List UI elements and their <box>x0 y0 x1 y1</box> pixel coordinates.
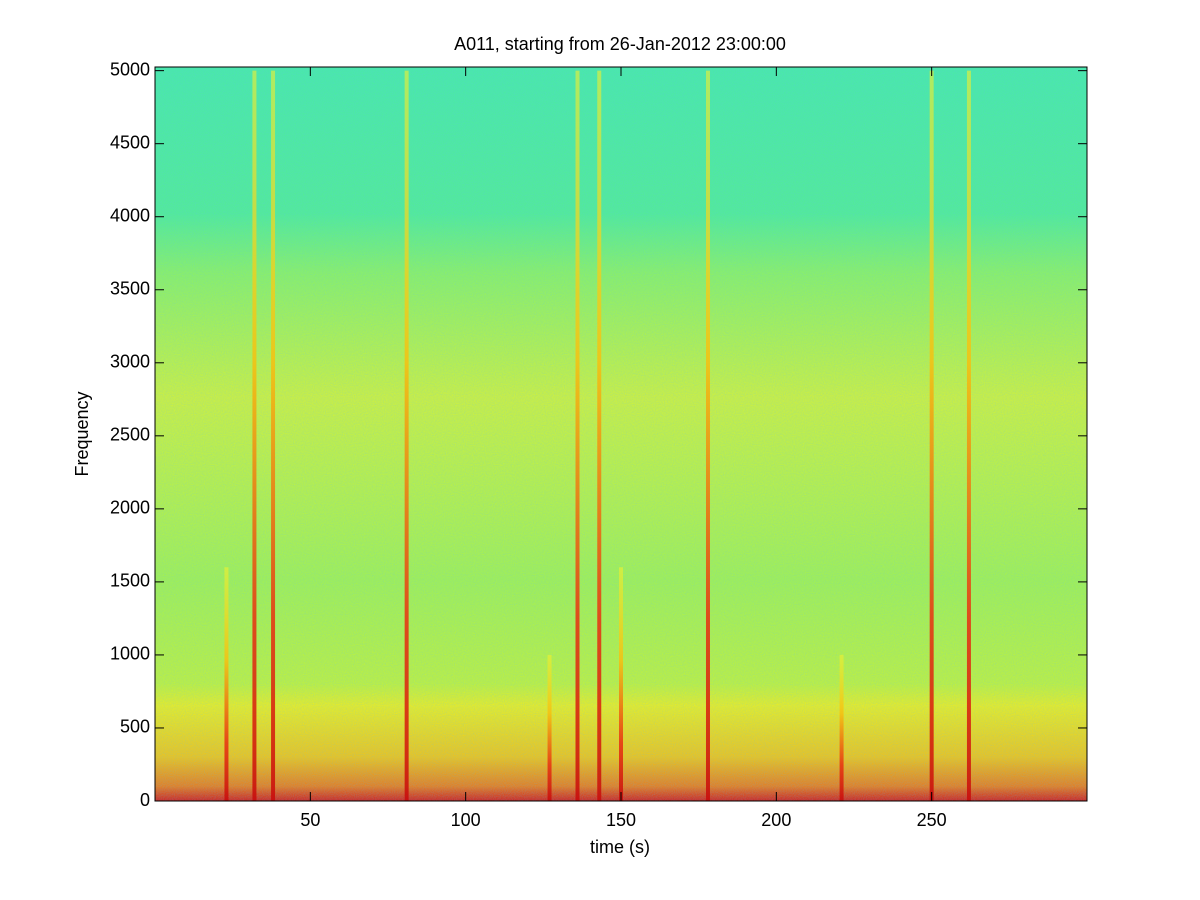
y-tick-label: 4000 <box>110 205 150 225</box>
spectral-streak <box>404 70 409 802</box>
y-tick-label: 500 <box>120 717 150 737</box>
spectral-streak <box>224 567 229 801</box>
y-tick-label: 3500 <box>110 279 150 299</box>
x-tick-label: 150 <box>606 810 636 830</box>
spectral-streak <box>575 70 580 802</box>
x-tick-label: 100 <box>451 810 481 830</box>
y-tick-label: 1000 <box>110 644 150 664</box>
spectral-streak <box>839 654 844 801</box>
spectral-streak <box>705 70 710 802</box>
x-axis-label: time (s) <box>590 837 650 857</box>
spectral-streak <box>597 70 602 802</box>
x-tick-label: 250 <box>917 810 947 830</box>
y-tick-label: 0 <box>140 790 150 810</box>
x-tick-label: 200 <box>761 810 791 830</box>
y-tick-label: 5000 <box>110 59 150 79</box>
y-tick-label: 4500 <box>110 132 150 152</box>
x-tick-label: 50 <box>300 810 320 830</box>
y-tick-label: 3000 <box>110 352 150 372</box>
spectral-streak <box>252 70 257 802</box>
spectral-streak <box>966 70 971 802</box>
spectral-streak <box>271 70 276 802</box>
chart-title: A011, starting from 26-Jan-2012 23:00:00 <box>454 34 786 54</box>
y-tick-label: 2500 <box>110 425 150 445</box>
y-tick-label: 2000 <box>110 498 150 518</box>
spectral-streak <box>929 70 934 802</box>
y-tick-label: 1500 <box>110 571 150 591</box>
y-axis-label: Frequency <box>72 391 92 476</box>
spectral-streak <box>619 567 623 801</box>
spectral-streak <box>547 654 552 801</box>
